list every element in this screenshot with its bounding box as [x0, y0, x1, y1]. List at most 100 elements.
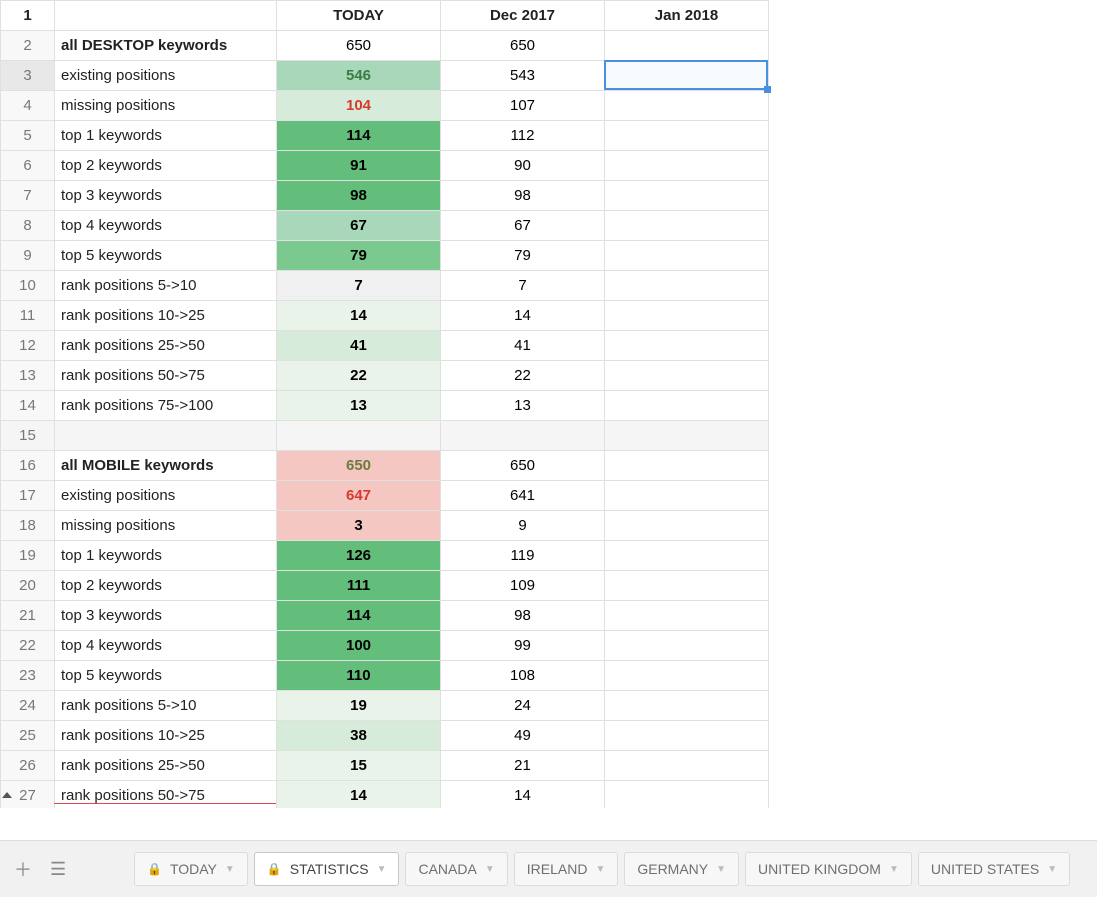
row-header[interactable]: 9	[1, 241, 55, 271]
sheet-tab-germany[interactable]: GERMANY▼	[624, 852, 739, 886]
cell-dec[interactable]: 107	[441, 91, 605, 121]
cell-label[interactable]: missing positions	[55, 91, 277, 121]
cell-today[interactable]: 22	[277, 361, 441, 391]
cell-today[interactable]: 650	[277, 451, 441, 481]
cell-dec[interactable]: 41	[441, 331, 605, 361]
cell-today[interactable]: 14	[277, 781, 441, 809]
cell-today[interactable]: 98	[277, 181, 441, 211]
cell-dec[interactable]: 14	[441, 781, 605, 809]
cell-dec[interactable]: 98	[441, 601, 605, 631]
cell-jan[interactable]	[605, 391, 769, 421]
cell-today[interactable]: 114	[277, 601, 441, 631]
cell-today[interactable]: 126	[277, 541, 441, 571]
cell-jan[interactable]	[605, 481, 769, 511]
cell-jan[interactable]	[605, 571, 769, 601]
cell-today[interactable]: 41	[277, 331, 441, 361]
row-header[interactable]: 2	[1, 31, 55, 61]
row-header[interactable]: 26	[1, 751, 55, 781]
row-header[interactable]: 15	[1, 421, 55, 451]
cell-dec[interactable]: 79	[441, 241, 605, 271]
cell-label[interactable]: rank positions 75->100	[55, 391, 277, 421]
cell-label[interactable]: all DESKTOP keywords	[55, 31, 277, 61]
cell-dec[interactable]: 14	[441, 301, 605, 331]
cell-dec[interactable]: 98	[441, 181, 605, 211]
cell-dec[interactable]: 99	[441, 631, 605, 661]
cell-jan[interactable]: Jan 2018	[605, 1, 769, 31]
cell-label[interactable]: top 3 keywords	[55, 601, 277, 631]
cell-today[interactable]: 19	[277, 691, 441, 721]
row-header[interactable]: 3	[1, 61, 55, 91]
cell-jan[interactable]	[605, 241, 769, 271]
row-header[interactable]: 11	[1, 301, 55, 331]
row-header[interactable]: 16	[1, 451, 55, 481]
sheet-tab-united-states[interactable]: UNITED STATES▼	[918, 852, 1070, 886]
cell-today[interactable]: 546	[277, 61, 441, 91]
cell-jan[interactable]	[605, 721, 769, 751]
cell-jan[interactable]	[605, 61, 769, 91]
cell-label[interactable]: rank positions 10->25	[55, 721, 277, 751]
cell-jan[interactable]	[605, 601, 769, 631]
cell-label[interactable]: all MOBILE keywords	[55, 451, 277, 481]
cell-label[interactable]: top 1 keywords	[55, 541, 277, 571]
row-header[interactable]: 19	[1, 541, 55, 571]
sheet-tab-today[interactable]: 🔒TODAY▼	[134, 852, 248, 886]
cell-jan[interactable]	[605, 421, 769, 451]
cell-jan[interactable]	[605, 301, 769, 331]
cell-dec[interactable]: 112	[441, 121, 605, 151]
cell-dec[interactable]: 109	[441, 571, 605, 601]
row-header[interactable]: 25	[1, 721, 55, 751]
row-header[interactable]: 24	[1, 691, 55, 721]
cell-label[interactable]: top 5 keywords	[55, 241, 277, 271]
row-header[interactable]: 6	[1, 151, 55, 181]
sheet-tab-united-kingdom[interactable]: UNITED KINGDOM▼	[745, 852, 912, 886]
sheet-tab-ireland[interactable]: IRELAND▼	[514, 852, 619, 886]
cell-jan[interactable]	[605, 631, 769, 661]
row-header[interactable]: 5	[1, 121, 55, 151]
cell-label[interactable]: existing positions	[55, 61, 277, 91]
cell-dec[interactable]: 119	[441, 541, 605, 571]
row-header[interactable]: 18	[1, 511, 55, 541]
row-header[interactable]: 21	[1, 601, 55, 631]
row-header[interactable]: 1	[1, 1, 55, 31]
chevron-down-icon[interactable]: ▼	[377, 864, 387, 875]
cell-label[interactable]: rank positions 5->10	[55, 691, 277, 721]
cell-today[interactable]: 114	[277, 121, 441, 151]
cell-dec[interactable]: 13	[441, 391, 605, 421]
cell-label[interactable]: existing positions	[55, 481, 277, 511]
chevron-down-icon[interactable]: ▼	[225, 864, 235, 875]
row-header[interactable]: 20	[1, 571, 55, 601]
row-header[interactable]: 22	[1, 631, 55, 661]
spreadsheet-grid[interactable]: 1TODAYDec 2017Jan 20182all DESKTOP keywo…	[0, 0, 1097, 808]
cell-dec[interactable]: 21	[441, 751, 605, 781]
cell-today[interactable]: 15	[277, 751, 441, 781]
cell-jan[interactable]	[605, 181, 769, 211]
cell-label[interactable]	[55, 421, 277, 451]
cell-today[interactable]: 110	[277, 661, 441, 691]
cell-label[interactable]: top 5 keywords	[55, 661, 277, 691]
row-header[interactable]: 4	[1, 91, 55, 121]
cell-dec[interactable]: 641	[441, 481, 605, 511]
cell-jan[interactable]	[605, 661, 769, 691]
cell-label[interactable]	[55, 1, 277, 31]
cell-dec[interactable]: 22	[441, 361, 605, 391]
cell-dec[interactable]: 108	[441, 661, 605, 691]
cell-dec[interactable]: 650	[441, 31, 605, 61]
fill-handle[interactable]	[764, 86, 771, 93]
chevron-down-icon[interactable]: ▼	[1047, 864, 1057, 875]
row-header[interactable]: 7	[1, 181, 55, 211]
cell-today[interactable]: 13	[277, 391, 441, 421]
cell-today[interactable]: 91	[277, 151, 441, 181]
cell-label[interactable]: rank positions 50->75	[55, 361, 277, 391]
chevron-down-icon[interactable]: ▼	[716, 864, 726, 875]
cell-label[interactable]: missing positions	[55, 511, 277, 541]
cell-jan[interactable]	[605, 541, 769, 571]
cell-today[interactable]: 7	[277, 271, 441, 301]
chevron-down-icon[interactable]: ▼	[889, 864, 899, 875]
cell-label[interactable]: top 3 keywords	[55, 181, 277, 211]
cell-today[interactable]: 111	[277, 571, 441, 601]
row-header[interactable]: 14	[1, 391, 55, 421]
cell-dec[interactable]	[441, 421, 605, 451]
cell-today[interactable]	[277, 421, 441, 451]
cell-jan[interactable]	[605, 331, 769, 361]
cell-jan[interactable]	[605, 361, 769, 391]
